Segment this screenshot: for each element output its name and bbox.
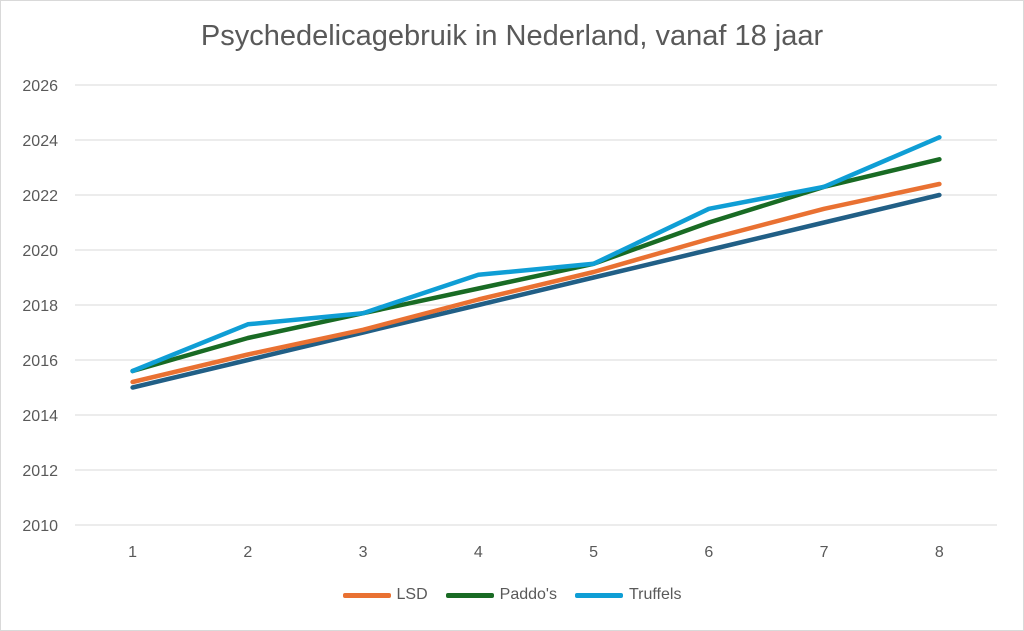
- legend-label: LSD: [396, 586, 428, 603]
- legend-item: Truffels: [574, 586, 682, 604]
- legend-label: Truffels: [628, 586, 682, 603]
- y-tick-label: 2012: [22, 463, 58, 480]
- legend-label: Paddo's: [499, 586, 557, 603]
- y-tick-label: 2014: [22, 408, 58, 425]
- y-tick-label: 2018: [22, 298, 58, 315]
- x-tick-label: 1: [128, 544, 137, 561]
- x-tick-label: 6: [704, 544, 713, 561]
- x-tick-label: 4: [474, 544, 483, 561]
- series-line-paddo-s: [130, 157, 942, 374]
- legend-swatch: [445, 592, 494, 598]
- x-tick-label: 2: [243, 544, 252, 561]
- x-tick-label: 7: [820, 544, 829, 561]
- x-tick-label: 8: [935, 544, 944, 561]
- legend-item: Paddo's: [445, 586, 557, 604]
- legend: LSD Paddo's Truffels: [0, 586, 1024, 604]
- legend-swatch: [342, 592, 391, 598]
- y-tick-label: 2022: [22, 188, 58, 205]
- y-tick-label: 2020: [22, 243, 58, 260]
- y-tick-label: 2016: [22, 353, 58, 370]
- chart-title: Psychedelicagebruik in Nederland, vanaf …: [200, 20, 824, 52]
- series-line-truffels: [130, 135, 942, 374]
- y-tick-label: 2024: [22, 133, 58, 150]
- x-tick-label: 3: [359, 544, 368, 561]
- series-line-unlabeled-0: [130, 192, 942, 390]
- series-line-lsd: [130, 181, 942, 385]
- y-tick-label: 2026: [22, 78, 58, 95]
- x-tick-label: 5: [589, 544, 598, 561]
- legend-swatch: [574, 592, 623, 598]
- legend-item: LSD: [342, 586, 428, 604]
- y-tick-label: 2010: [22, 518, 58, 535]
